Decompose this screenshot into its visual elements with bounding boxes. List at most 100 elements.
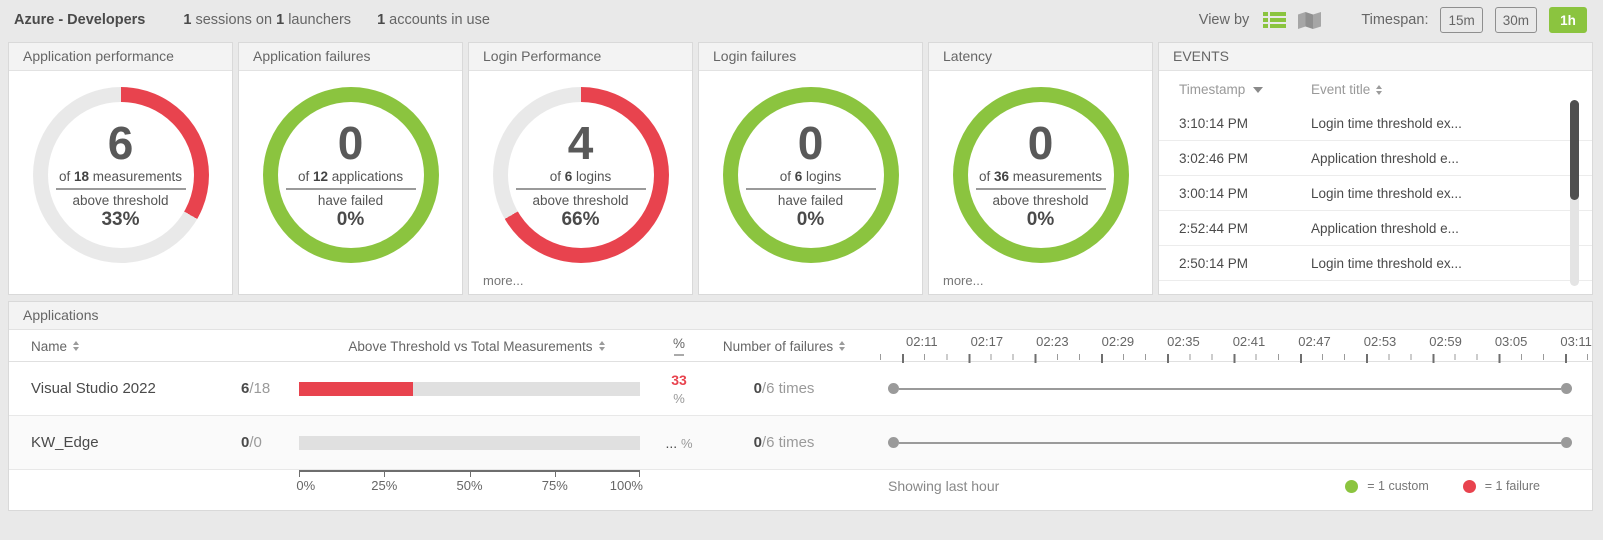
gauge-value: 0	[797, 116, 824, 169]
donut-hole	[47, 102, 194, 248]
sessions-label: sessions on	[195, 12, 273, 28]
more-link[interactable]: more...	[943, 273, 984, 288]
top-bar: Azure - Developers 1 sessions on 1 launc…	[0, 0, 1603, 40]
card-application-performance: Application performance 6 of 18 measurem…	[8, 42, 233, 295]
failures-column-header[interactable]: Number of failures	[704, 339, 864, 354]
showing-last-hour-note: Showing last hour	[888, 478, 1000, 494]
topbar-controls: View by Timespan: 15m 30m 1h	[1199, 7, 1587, 33]
axis-label: 25%	[371, 478, 398, 493]
gauge-percent: 0%	[336, 209, 365, 231]
events-title: EVENTS	[1159, 43, 1592, 71]
threshold-bar	[299, 435, 654, 450]
timespan-15m-button[interactable]: 15m	[1440, 7, 1483, 33]
event-timestamp: 3:10:14 PM	[1179, 115, 1249, 131]
time-axis-labels: 02:11 02:17 02:23 02:29 02:35 02:41 02:4…	[864, 330, 1592, 349]
launchers-count: 1	[276, 12, 285, 28]
map-view-icon[interactable]	[1298, 11, 1322, 29]
event-row[interactable]: 3:10:14 PM Login time threshold ex...	[1159, 106, 1592, 141]
bar-track	[299, 435, 640, 450]
time-tick-label: 02:41	[1232, 334, 1266, 349]
donut-hole	[737, 102, 884, 248]
green-dot-icon	[1345, 479, 1359, 493]
axis-label: 50%	[456, 478, 483, 493]
event-timestamp: 3:00:14 PM	[1179, 185, 1249, 201]
event-row[interactable]: 2:52:44 PM Application threshold e...	[1159, 211, 1592, 246]
event-title: Login time threshold ex...	[1311, 185, 1462, 201]
gauge-sub-label: have failed	[317, 193, 384, 209]
legend-custom: = 1 custom	[1345, 479, 1429, 493]
time-tick-marks	[878, 354, 1592, 363]
card-title: Latency	[929, 43, 1152, 71]
latency-donut: 0 of 36 measurements above threshold 0%	[952, 87, 1129, 263]
event-title: Login time threshold ex...	[1311, 115, 1462, 131]
card-latency: Latency 0 of 36 measurements above thres…	[928, 42, 1153, 295]
divider	[975, 188, 1106, 191]
percent-column-header[interactable]: %	[654, 336, 704, 356]
card-title: Login Performance	[469, 43, 692, 71]
donut-hole	[507, 102, 654, 248]
app-name: Visual Studio 2022	[31, 380, 156, 397]
event-row[interactable]: 3:02:46 PM Application threshold e...	[1159, 141, 1592, 176]
donut-text: 0 of 36 measurements above threshold 0%	[953, 87, 1129, 263]
event-title: Application threshold e...	[1311, 150, 1459, 166]
red-dot-icon	[1462, 479, 1476, 493]
timespan-1h-button[interactable]: 1h	[1549, 7, 1587, 33]
card-title: Application failures	[239, 43, 462, 71]
divider	[285, 188, 416, 191]
sort-icon	[1376, 84, 1383, 95]
divider	[515, 188, 646, 191]
app-failures: 0/6 times	[753, 380, 815, 397]
app-measurements: 6/18	[241, 380, 271, 397]
more-link[interactable]: more...	[483, 273, 524, 288]
event-timestamp: 3:02:46 PM	[1179, 150, 1249, 166]
time-tick-label: 03:11	[1560, 334, 1592, 349]
accounts-count: 1	[377, 12, 386, 28]
gauge-of-line: of 6 logins	[549, 169, 612, 185]
card-application-failures: Application failures 0 of 12 application…	[238, 42, 463, 295]
timeline-start-dot	[888, 437, 899, 448]
gauge-percent: 66%	[561, 209, 600, 231]
sort-mark	[674, 354, 684, 356]
events-scrollbar-track[interactable]	[1570, 100, 1579, 286]
app-row-visual-studio-2022[interactable]: Visual Studio 2022 6/18 33 % 0/6 times	[9, 362, 1592, 416]
events-panel: EVENTS Timestamp Event title 3:10:14 PM …	[1158, 42, 1593, 295]
donut-text: 0 of 6 logins have failed 0%	[723, 87, 899, 263]
timeline-start-dot	[888, 383, 899, 394]
sort-desc-icon	[1253, 86, 1264, 93]
threshold-column-header[interactable]: Above Threshold vs Total Measurements	[299, 339, 654, 354]
applications-footer: 0% 25% 50% 75% 100% Showing last hour = …	[9, 470, 1592, 512]
time-tick-label: 02:17	[970, 334, 1004, 349]
events-timestamp-header[interactable]: Timestamp	[1179, 82, 1311, 97]
name-column-header[interactable]: Name	[9, 339, 219, 354]
app-timeline	[864, 437, 1592, 448]
donut-hole	[967, 102, 1114, 248]
event-row[interactable]: 2:50:14 PM Login time threshold ex...	[1159, 246, 1592, 281]
gauge-percent: 33%	[101, 209, 140, 231]
app-timeline	[864, 383, 1592, 394]
sort-icon	[73, 341, 80, 351]
time-tick-label: 02:59	[1429, 334, 1462, 349]
donut-text: 4 of 6 logins above threshold 66%	[493, 87, 669, 263]
card-title: Login failures	[699, 43, 922, 71]
threshold-bar	[299, 381, 654, 396]
event-timestamp: 2:52:44 PM	[1179, 220, 1249, 236]
events-scrollbar-thumb[interactable]	[1570, 100, 1579, 200]
timespan-30m-button[interactable]: 30m	[1494, 7, 1537, 33]
events-title-header[interactable]: Event title	[1311, 82, 1383, 97]
time-axis-header: 02:11 02:17 02:23 02:29 02:35 02:41 02:4…	[864, 330, 1592, 363]
events-column-headers: Timestamp Event title	[1159, 71, 1592, 106]
time-tick-label: 02:11	[906, 334, 938, 349]
gauge-of-line: of 12 applications	[297, 169, 404, 185]
app-row-kw-edge[interactable]: KW_Edge 0/0 ... % 0/6 times	[9, 416, 1592, 470]
card-title: Application performance	[9, 43, 232, 71]
event-row[interactable]: 3:00:14 PM Login time threshold ex...	[1159, 176, 1592, 211]
timeline-end-dot	[1561, 383, 1572, 394]
gauge-sub-label: have failed	[777, 193, 844, 209]
app-percent: 33 %	[671, 372, 687, 406]
time-tick-label: 02:23	[1036, 334, 1069, 349]
gauge-value: 4	[567, 116, 594, 169]
footer-right: Showing last hour = 1 custom = 1 failure	[864, 470, 1592, 494]
time-tick-label: 02:47	[1298, 334, 1331, 349]
list-view-icon[interactable]	[1263, 11, 1287, 29]
sessions-stat: 1 sessions on 1 launchers	[183, 12, 351, 28]
